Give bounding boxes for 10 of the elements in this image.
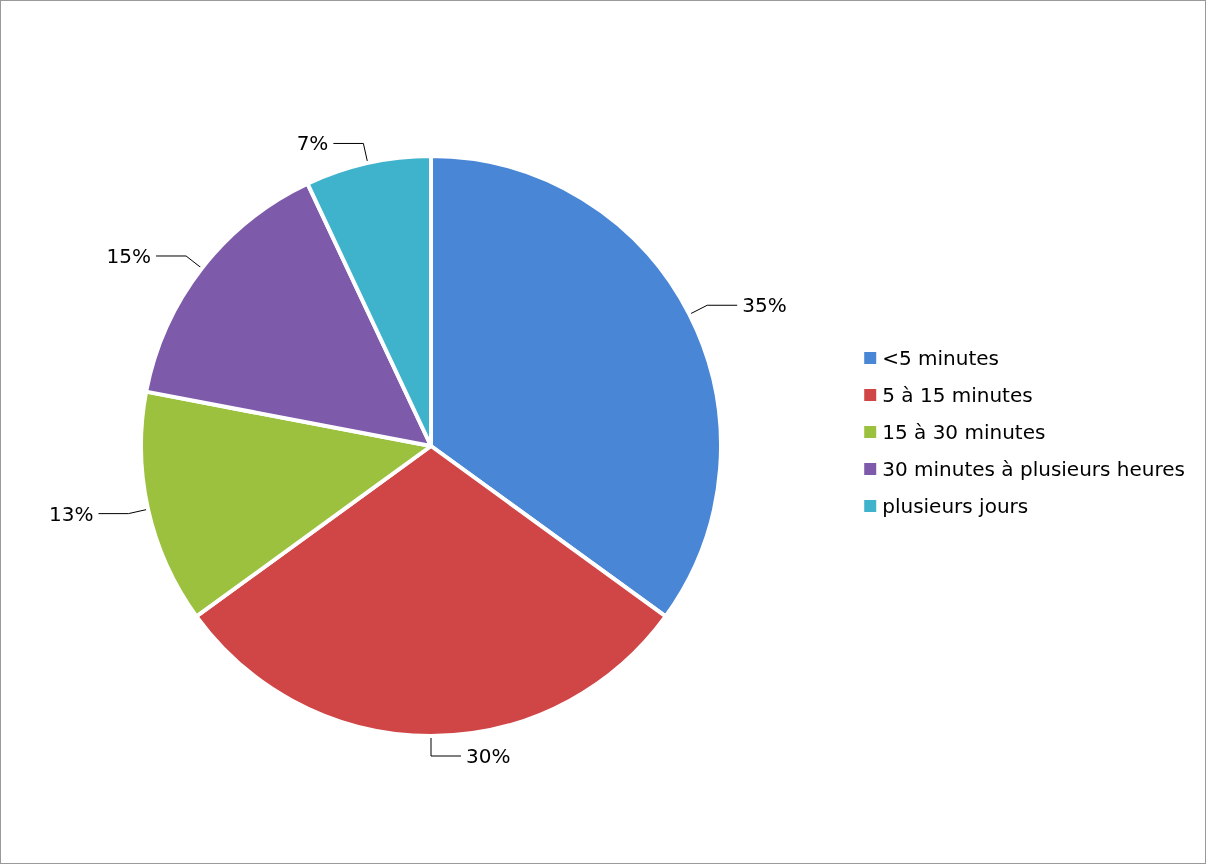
legend-label: 15 à 30 minutes <box>882 420 1046 444</box>
data-label: 15% <box>106 244 152 268</box>
data-label: 13% <box>49 501 94 526</box>
data-label: 35% <box>742 293 787 318</box>
data-label: 7% <box>296 131 329 156</box>
legend-label: plusieurs jours <box>882 494 1029 518</box>
legend-label: 5 à 15 minutes <box>882 383 1033 407</box>
legend-label: 30 minutes à plusieurs heures <box>882 457 1186 481</box>
data-label: 30% <box>466 744 511 768</box>
legend-label: <5 minutes <box>882 346 1000 370</box>
